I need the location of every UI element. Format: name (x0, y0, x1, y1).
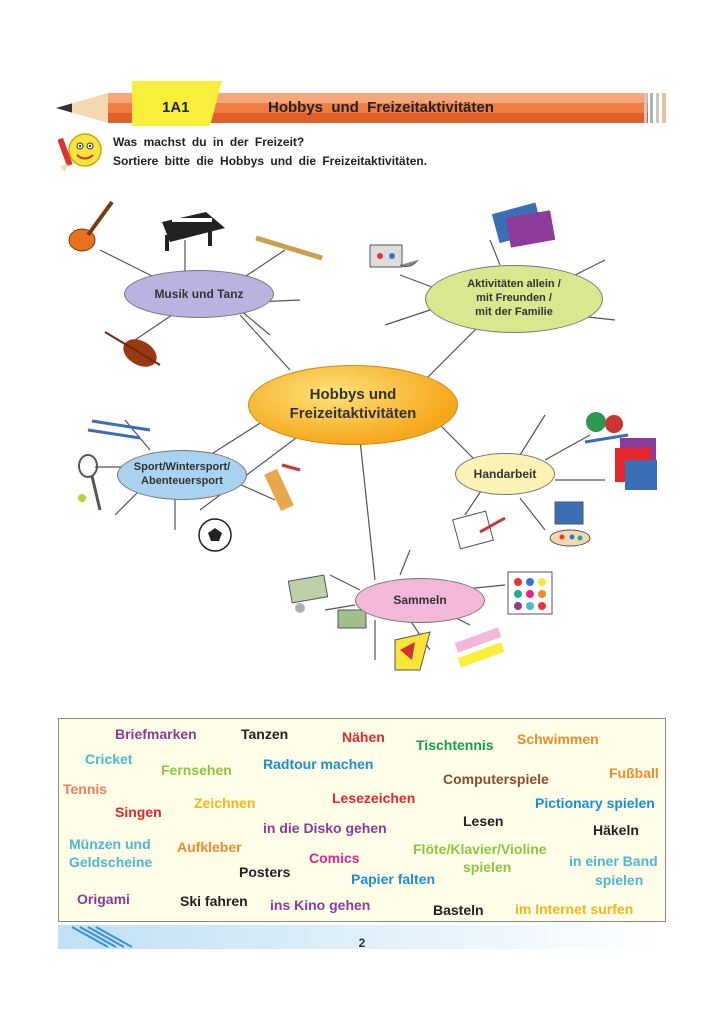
word-item: im Internet surfen (515, 901, 634, 917)
guitar-icon (68, 200, 114, 252)
word-item: Schwimmen (517, 731, 599, 747)
football-icon (198, 518, 232, 552)
activities-label-3: mit der Familie (475, 305, 553, 318)
tennis-racket-icon (78, 454, 102, 511)
collecting-node-label: Sammeln (393, 593, 447, 607)
sport-label-2: Abenteuersport (141, 475, 223, 487)
pencil-tip-icon (56, 93, 108, 123)
word-item: Lesezeichen (332, 790, 416, 806)
painting-icon (549, 501, 591, 547)
word-item: Pictionary spielen (535, 795, 655, 811)
word-item: Lesen (463, 813, 504, 829)
music-node-label: Musik und Tanz (154, 286, 244, 301)
word-item: ins Kino gehen (270, 897, 371, 913)
word-item: Häkeln (593, 822, 639, 838)
word-item: Tischtennis (416, 737, 494, 753)
flute-icon (255, 235, 323, 261)
word-item: Ski fahren (180, 893, 248, 909)
word-item: Tennis (63, 781, 108, 797)
center-node-label: Hobbys und Freizeitaktivitäten (289, 386, 417, 422)
instruction-line-1: Was machst du in der Freizeit? (113, 135, 305, 149)
word-item: Computerspiele (443, 771, 549, 787)
page-number: 2 (358, 936, 366, 950)
footer-bar (58, 925, 666, 949)
skis-icon (87, 419, 151, 440)
word-item: Briefmarken (115, 726, 197, 742)
word-item: Zeichnen (194, 795, 256, 811)
violin-icon (104, 331, 161, 367)
word-item: spielen (595, 872, 644, 888)
word-item: Posters (239, 864, 291, 880)
page-title: Hobbys und Freizeitaktivitäten (268, 99, 494, 116)
music-node: Musik und Tanz (124, 270, 274, 318)
word-item: spielen (463, 859, 512, 875)
word-item: Fernsehen (161, 762, 232, 778)
instruction-line-2: Sortiere bitte die Hobbys und die Freize… (113, 154, 428, 168)
word-item: Radtour machen (263, 756, 374, 772)
word-item: in die Disko gehen (263, 820, 387, 836)
yarn-icon (584, 412, 629, 444)
bookmarks-icon (454, 627, 505, 668)
sport-node: Sport/Wintersport/ Abenteuersport (117, 450, 247, 500)
sport-label-1: Sport/Wintersport/ (133, 461, 231, 474)
handcraft-node: Handarbeit (455, 453, 555, 495)
drawing-icon (452, 510, 506, 550)
word-item: Münzen und (69, 836, 151, 852)
banknotes-icon (337, 609, 367, 629)
word-box: Briefmarken Tanzen Nähen Tischtennis Sch… (58, 718, 666, 922)
coins-icon (287, 574, 329, 613)
piano-icon (162, 212, 225, 251)
word-item: Origami (77, 891, 130, 907)
comics-icon (394, 631, 431, 671)
word-item: Nähen (342, 729, 385, 745)
word-item: Comics (309, 850, 360, 866)
collecting-node: Sammeln (355, 578, 485, 623)
activities-label-1: Aktivitäten allein / (467, 278, 561, 291)
smiley-pencil-icon (58, 133, 102, 172)
word-item: Aufkleber (177, 839, 242, 855)
pencil-header-bar: 1A1 Hobbys und Freizeitaktivitäten (56, 81, 666, 126)
paper-craft-icon (615, 438, 657, 490)
activities-node: Aktivitäten allein / mit Freunden / mit … (425, 265, 603, 333)
cricket-bat-icon (264, 463, 301, 512)
stickers-icon (507, 571, 553, 615)
word-item: Cricket (85, 751, 133, 767)
center-node: Hobbys und Freizeitaktivitäten (248, 365, 458, 445)
lesson-code: 1A1 (162, 99, 190, 116)
word-item: Fußball (609, 765, 659, 781)
word-item: Basteln (433, 902, 484, 918)
word-item: Papier falten (351, 871, 436, 887)
word-item: Geldscheine (69, 854, 153, 870)
activities-label-2: mit Freunden / (476, 292, 552, 305)
word-item: in einer Band (569, 853, 658, 869)
word-item: Singen (115, 804, 162, 820)
handcraft-node-label: Handarbeit (473, 466, 537, 481)
mind-map: Hobbys und Freizeitaktivitäten Musik und… (0, 180, 724, 700)
word-item: Tanzen (241, 726, 289, 742)
board-games-icon (491, 202, 556, 248)
game-console-icon (369, 244, 419, 268)
word-item: Flöte/Klavier/Violine (413, 841, 547, 857)
